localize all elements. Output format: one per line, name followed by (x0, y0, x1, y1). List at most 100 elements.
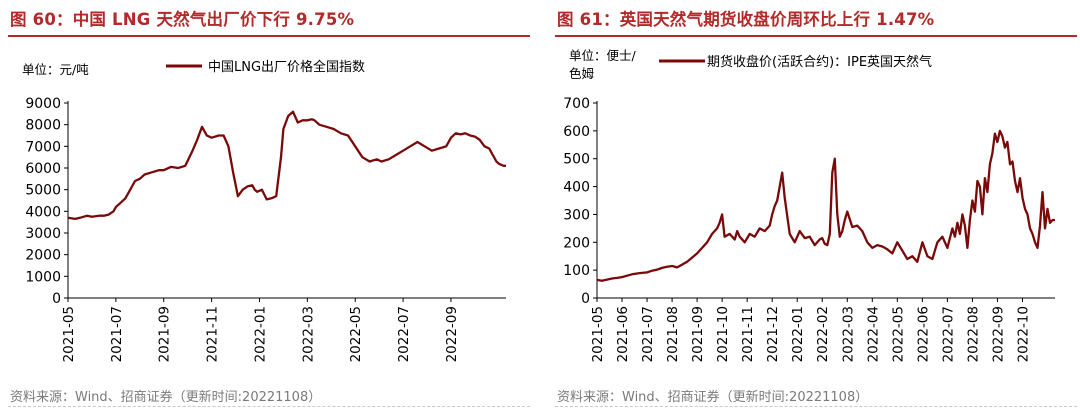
data-point (1011, 160, 1013, 162)
data-point (1001, 135, 1003, 137)
chart-panel-lng-price: 图 60：中国 LNG 天然气出厂价下行 9.75% 单位：元/吨 中国LNG出… (8, 0, 538, 414)
data-point (636, 272, 638, 274)
x-tick-label: 2022-10 (1015, 306, 1031, 362)
data-point (954, 236, 956, 238)
data-point (719, 222, 721, 224)
data-point (931, 258, 933, 260)
data-point (941, 236, 943, 238)
data-point (616, 277, 618, 279)
data-point (681, 264, 683, 266)
data-point (964, 225, 966, 227)
data-point (1021, 197, 1023, 199)
data-point (1019, 177, 1021, 179)
x-tick-label: 2022-07 (940, 306, 956, 362)
y-tick-label: 8000 (25, 118, 61, 134)
data-point (270, 197, 272, 199)
data-point (474, 136, 476, 138)
y-tick-label: 200 (563, 235, 590, 251)
x-tick-label: 2022-03 (300, 306, 316, 362)
data-point (191, 150, 193, 152)
x-tick-label: 2021-08 (665, 306, 681, 362)
data-point (98, 215, 100, 217)
data-point (103, 215, 105, 217)
data-point (266, 198, 268, 200)
data-point (739, 236, 741, 238)
data-point (455, 132, 457, 134)
data-point (596, 279, 598, 281)
x-tick-label: 2021-10 (715, 306, 731, 362)
y-tick-label: 600 (563, 124, 590, 140)
x-tick-label: 2022-07 (396, 306, 412, 362)
data-point (223, 134, 225, 136)
unit-label-line-1: 单位：便士/ (569, 48, 637, 63)
data-point (984, 177, 986, 179)
y-tick-label: 300 (563, 207, 590, 223)
x-tick-label: 2022-01 (790, 306, 806, 362)
data-point (232, 171, 234, 173)
x-tick-label: 2021-07 (109, 306, 125, 362)
data-point (1044, 227, 1046, 229)
data-point (776, 199, 778, 201)
data-point (814, 244, 816, 246)
data-point (115, 206, 117, 208)
y-tick-label: 0 (581, 291, 590, 307)
y-tick-label: 3000 (25, 226, 61, 242)
x-tick-label: 2022-05 (890, 306, 906, 362)
data-point (201, 126, 203, 128)
data-point (402, 150, 404, 152)
data-point (779, 186, 781, 188)
data-point (706, 241, 708, 243)
data-point (347, 134, 349, 136)
data-point (974, 211, 976, 213)
x-tick-label: 2022-05 (348, 306, 364, 362)
data-point (91, 216, 93, 218)
data-point (676, 266, 678, 268)
data-point (292, 111, 294, 113)
data-point (829, 233, 831, 235)
data-point (134, 180, 136, 182)
series-line (596, 129, 1055, 282)
data-point (1049, 222, 1051, 224)
data-point (361, 156, 363, 158)
data-point (184, 165, 186, 167)
x-tick-label: 2022-09 (990, 306, 1006, 362)
data-point (856, 225, 858, 227)
data-point (696, 252, 698, 254)
data-point (734, 238, 736, 240)
data-point (416, 141, 418, 143)
data-point (302, 119, 304, 121)
data-point (721, 213, 723, 215)
data-point (79, 217, 81, 219)
data-point (395, 154, 397, 156)
y-tick-label: 6000 (25, 161, 61, 177)
data-point (254, 189, 256, 191)
data-point (431, 150, 433, 152)
data-point (834, 158, 836, 160)
y-tick-label: 2000 (25, 248, 61, 264)
data-point (464, 132, 466, 134)
data-point (764, 230, 766, 232)
data-point (488, 147, 490, 149)
data-point (601, 280, 603, 282)
data-point (409, 145, 411, 147)
data-point (493, 156, 495, 158)
data-point (67, 217, 69, 219)
y-tick-label: 400 (563, 180, 590, 196)
x-tick-label: 2021-07 (640, 306, 656, 362)
title-divider (555, 35, 1077, 37)
data-point (495, 160, 497, 162)
data-point (626, 275, 628, 277)
data-point (86, 215, 88, 217)
data-point (996, 141, 998, 143)
data-point (120, 202, 122, 204)
data-point (498, 163, 500, 165)
data-point (388, 158, 390, 160)
data-point (196, 139, 198, 141)
unit-label: 单位：便士/色姆 (569, 48, 637, 81)
chart-title: 图 61：英国天然气期货收盘价周环比上行 1.47% (557, 10, 935, 29)
data-point (836, 213, 838, 215)
data-point (951, 227, 953, 229)
legend-label: 中国LNG出厂价格全国指数 (208, 59, 365, 75)
data-point (170, 166, 172, 168)
data-point (946, 247, 948, 249)
